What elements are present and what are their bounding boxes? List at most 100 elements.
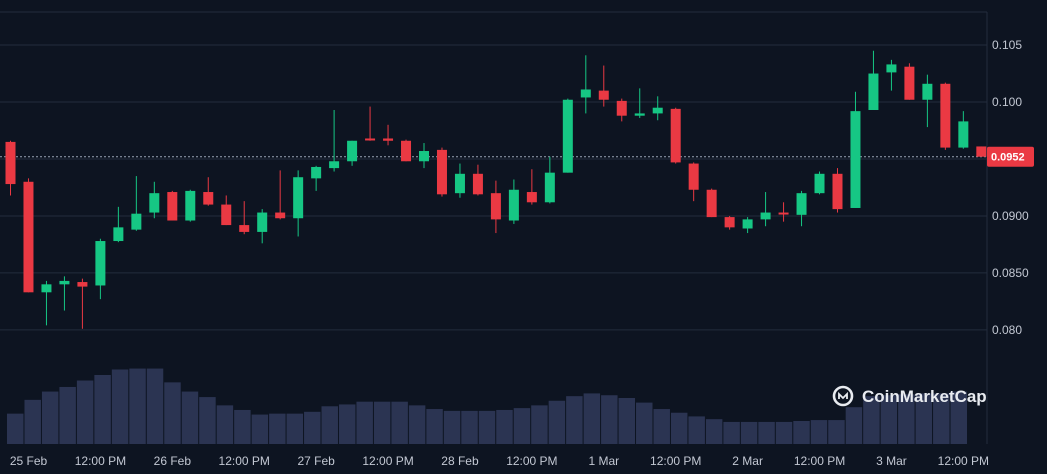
candle-down [472, 164, 483, 196]
x-tick-label: 27 Feb [297, 454, 335, 468]
volume-bar [531, 405, 548, 444]
candle-body [347, 140, 358, 162]
y-tick-label: 0.105 [992, 38, 1022, 52]
candle-up [814, 171, 825, 195]
volume-bar [41, 391, 59, 444]
y-tick-label: 0.0900 [992, 209, 1029, 223]
candle-down [401, 139, 412, 162]
candle-body [850, 111, 861, 208]
x-axis: 25 Feb 12:00 PM 26 Feb 12:00 PM 27 Feb 12:00 … [10, 454, 989, 468]
candle-up [131, 176, 142, 231]
candle-up [634, 88, 645, 118]
x-tick-label: 2 Mar [732, 454, 763, 468]
candle-down [688, 162, 699, 202]
candle-body [832, 173, 843, 210]
volume-bar [478, 410, 496, 444]
volume-bar [199, 397, 216, 444]
candle-body [778, 212, 789, 215]
candle-body [59, 280, 70, 285]
candle-up [454, 163, 465, 198]
x-tick-label: 12:00 PM [219, 454, 270, 468]
candle-body [5, 141, 16, 185]
volume-bar [548, 400, 566, 444]
candle-down [383, 124, 394, 146]
candle-body [293, 177, 304, 219]
volume-bar [898, 394, 915, 444]
candle-body [868, 73, 879, 110]
volume-bar [950, 391, 967, 444]
candle-body [760, 212, 771, 220]
volume-bar [129, 368, 146, 444]
candle-down [365, 106, 376, 141]
volume-bar [373, 401, 391, 444]
candle-body [652, 107, 663, 114]
candle-body [886, 64, 897, 73]
candle-up [580, 55, 591, 114]
candle-up [59, 276, 70, 311]
candle-down [976, 146, 987, 157]
candle-up [544, 156, 555, 204]
candle-body [257, 212, 268, 232]
candle-body [904, 66, 915, 100]
candle-body [275, 212, 286, 219]
volume-bar [216, 405, 234, 444]
candle-up [293, 170, 304, 237]
candle-up [868, 50, 879, 110]
candle-down [832, 168, 843, 213]
candle-body [311, 166, 322, 179]
volume-bar [688, 416, 705, 444]
candle-body [706, 189, 717, 218]
candle-body [742, 219, 753, 229]
volume-bar [461, 410, 478, 444]
volume-bar [408, 405, 426, 444]
candle-body [23, 181, 34, 293]
candle-body [167, 192, 178, 221]
volume-bar [356, 401, 373, 444]
candle-down [526, 169, 537, 205]
candle-body [688, 163, 699, 190]
current-price-tag: 0.0952 [987, 146, 1034, 167]
volume-bar [391, 401, 408, 444]
candle-up [508, 179, 519, 224]
candle-down [221, 195, 232, 226]
candle-body [670, 108, 681, 163]
candle-body [976, 146, 987, 157]
volume-bar [94, 375, 111, 444]
candle-down [490, 180, 501, 234]
volume-bar [76, 380, 94, 444]
x-tick-label: 12:00 PM [75, 454, 126, 468]
candle-down [904, 63, 915, 100]
candle-body [544, 172, 555, 203]
volume-bars [7, 368, 967, 444]
volume-bar [601, 395, 618, 444]
volume-bar [915, 393, 933, 444]
candle-body [598, 90, 609, 100]
candle-body [329, 161, 340, 169]
volume-bar [670, 412, 688, 444]
candle-up [850, 91, 861, 208]
candles [5, 50, 987, 329]
y-axis: 0.080 0.0850 0.0900 0.100 0.105 [992, 38, 1029, 337]
candle-up [311, 165, 322, 191]
volume-bar [286, 413, 304, 444]
volume-bar [775, 421, 793, 444]
x-tick-label: 12:00 PM [794, 454, 845, 468]
volume-bar [810, 420, 828, 444]
candle-down [275, 170, 286, 220]
candle-up [562, 98, 573, 173]
candle-down [5, 140, 16, 196]
candle-down [598, 65, 609, 107]
volume-bar [618, 398, 636, 444]
candle-body [508, 189, 519, 221]
candle-body [526, 192, 537, 203]
candle-body [580, 89, 591, 98]
candle-body [958, 121, 969, 148]
candle-body [796, 193, 807, 215]
candle-down [23, 178, 34, 293]
volume-bar [636, 402, 653, 444]
volume-bar [304, 411, 321, 444]
candle-up [760, 192, 771, 227]
candle-down [706, 188, 717, 218]
